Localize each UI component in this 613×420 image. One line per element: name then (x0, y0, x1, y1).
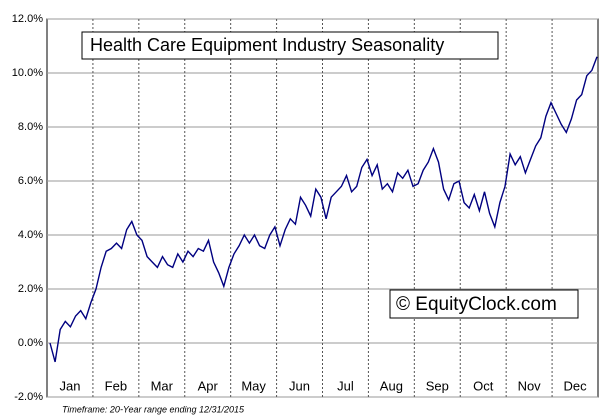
x-tick-label: Mar (151, 378, 174, 393)
x-tick-label: Sep (426, 378, 449, 393)
x-tick-label: Feb (105, 378, 127, 393)
y-tick-label: 2.0% (18, 283, 43, 295)
footnote: Timeframe: 20-Year range ending 12/31/20… (62, 404, 245, 414)
watermark: © EquityClock.com (396, 294, 557, 315)
x-tick-label: Jan (59, 378, 80, 393)
y-tick-label: 10.0% (12, 67, 43, 79)
y-tick-label: 4.0% (18, 229, 43, 241)
watermark-box (389, 289, 579, 319)
y-tick-label: 8.0% (18, 121, 43, 133)
x-tick-label: Aug (380, 378, 403, 393)
x-tick-label: Oct (473, 378, 494, 393)
x-tick-label: May (241, 378, 266, 393)
x-tick-label: Dec (563, 378, 587, 393)
series-line (49, 56, 598, 363)
x-tick-label: Jul (337, 378, 354, 393)
y-tick-label: -2.0% (14, 391, 43, 403)
y-tick-label: 12.0% (12, 13, 43, 25)
y-tick-label: 6.0% (18, 175, 43, 187)
grid (47, 18, 598, 398)
chart-title: Health Care Equipment Industry Seasonali… (90, 35, 444, 55)
x-tick-label: Jun (289, 378, 310, 393)
x-tick-label: Nov (518, 378, 542, 393)
x-tick-label: Apr (198, 378, 219, 393)
title-box (81, 31, 499, 60)
y-tick-label: 0.0% (18, 337, 43, 349)
